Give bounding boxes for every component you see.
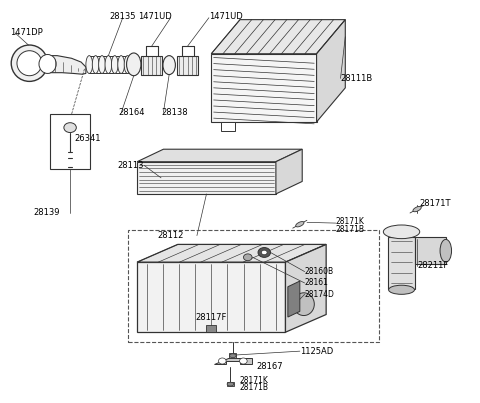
Text: 28164: 28164 xyxy=(118,108,144,117)
Polygon shape xyxy=(317,20,345,122)
Ellipse shape xyxy=(293,293,314,316)
Text: 26341: 26341 xyxy=(75,135,101,143)
Text: 28113: 28113 xyxy=(118,161,144,170)
Ellipse shape xyxy=(240,358,247,364)
Ellipse shape xyxy=(124,56,131,73)
Polygon shape xyxy=(227,382,234,386)
Polygon shape xyxy=(276,149,302,194)
Polygon shape xyxy=(49,114,90,169)
Ellipse shape xyxy=(11,45,48,81)
Text: 28171K: 28171K xyxy=(336,218,365,226)
Ellipse shape xyxy=(440,239,452,262)
Polygon shape xyxy=(388,237,415,289)
Ellipse shape xyxy=(258,247,271,258)
Polygon shape xyxy=(141,56,162,75)
Text: 1471UD: 1471UD xyxy=(138,12,172,21)
Ellipse shape xyxy=(229,354,236,357)
Polygon shape xyxy=(415,237,446,264)
Bar xyxy=(128,230,379,342)
Polygon shape xyxy=(288,281,300,317)
Polygon shape xyxy=(211,20,345,54)
Text: 28211F: 28211F xyxy=(417,262,448,270)
Ellipse shape xyxy=(413,206,421,212)
Polygon shape xyxy=(177,56,198,75)
Ellipse shape xyxy=(92,56,99,73)
Text: 1125AD: 1125AD xyxy=(300,347,333,356)
Ellipse shape xyxy=(384,225,420,239)
Ellipse shape xyxy=(39,54,56,73)
Text: 28174D: 28174D xyxy=(305,290,335,299)
Polygon shape xyxy=(229,353,236,358)
Ellipse shape xyxy=(111,56,118,73)
Ellipse shape xyxy=(118,56,124,73)
Ellipse shape xyxy=(389,285,414,294)
Ellipse shape xyxy=(127,53,141,76)
Text: 28161: 28161 xyxy=(305,278,328,287)
Polygon shape xyxy=(137,262,286,332)
Text: 28111B: 28111B xyxy=(340,74,373,83)
Polygon shape xyxy=(206,325,216,332)
Ellipse shape xyxy=(218,358,226,364)
Polygon shape xyxy=(137,244,326,262)
Text: 1471UD: 1471UD xyxy=(209,12,243,21)
Ellipse shape xyxy=(99,56,105,73)
Polygon shape xyxy=(221,122,235,131)
Ellipse shape xyxy=(105,56,112,73)
Polygon shape xyxy=(211,54,317,122)
Text: 28139: 28139 xyxy=(33,208,60,217)
Ellipse shape xyxy=(86,56,93,73)
Text: 28135: 28135 xyxy=(109,12,136,21)
Polygon shape xyxy=(286,244,326,332)
Polygon shape xyxy=(137,149,302,162)
Text: 28171B: 28171B xyxy=(240,383,269,393)
Text: 28171B: 28171B xyxy=(336,225,365,234)
Ellipse shape xyxy=(227,382,234,386)
Polygon shape xyxy=(214,358,252,364)
Text: 28167: 28167 xyxy=(257,362,283,371)
Text: 1471DP: 1471DP xyxy=(10,28,43,37)
Text: 28160B: 28160B xyxy=(305,267,334,276)
Ellipse shape xyxy=(163,56,175,75)
Ellipse shape xyxy=(243,254,252,261)
Ellipse shape xyxy=(17,51,42,76)
Polygon shape xyxy=(48,56,86,74)
Text: 28112: 28112 xyxy=(157,231,184,240)
Text: 28117F: 28117F xyxy=(195,313,227,322)
Polygon shape xyxy=(137,162,276,194)
Ellipse shape xyxy=(262,250,267,255)
Ellipse shape xyxy=(64,123,76,133)
Text: 28171K: 28171K xyxy=(240,376,269,385)
Text: 28138: 28138 xyxy=(161,108,188,117)
Text: 28171T: 28171T xyxy=(420,199,451,208)
Ellipse shape xyxy=(296,222,304,227)
